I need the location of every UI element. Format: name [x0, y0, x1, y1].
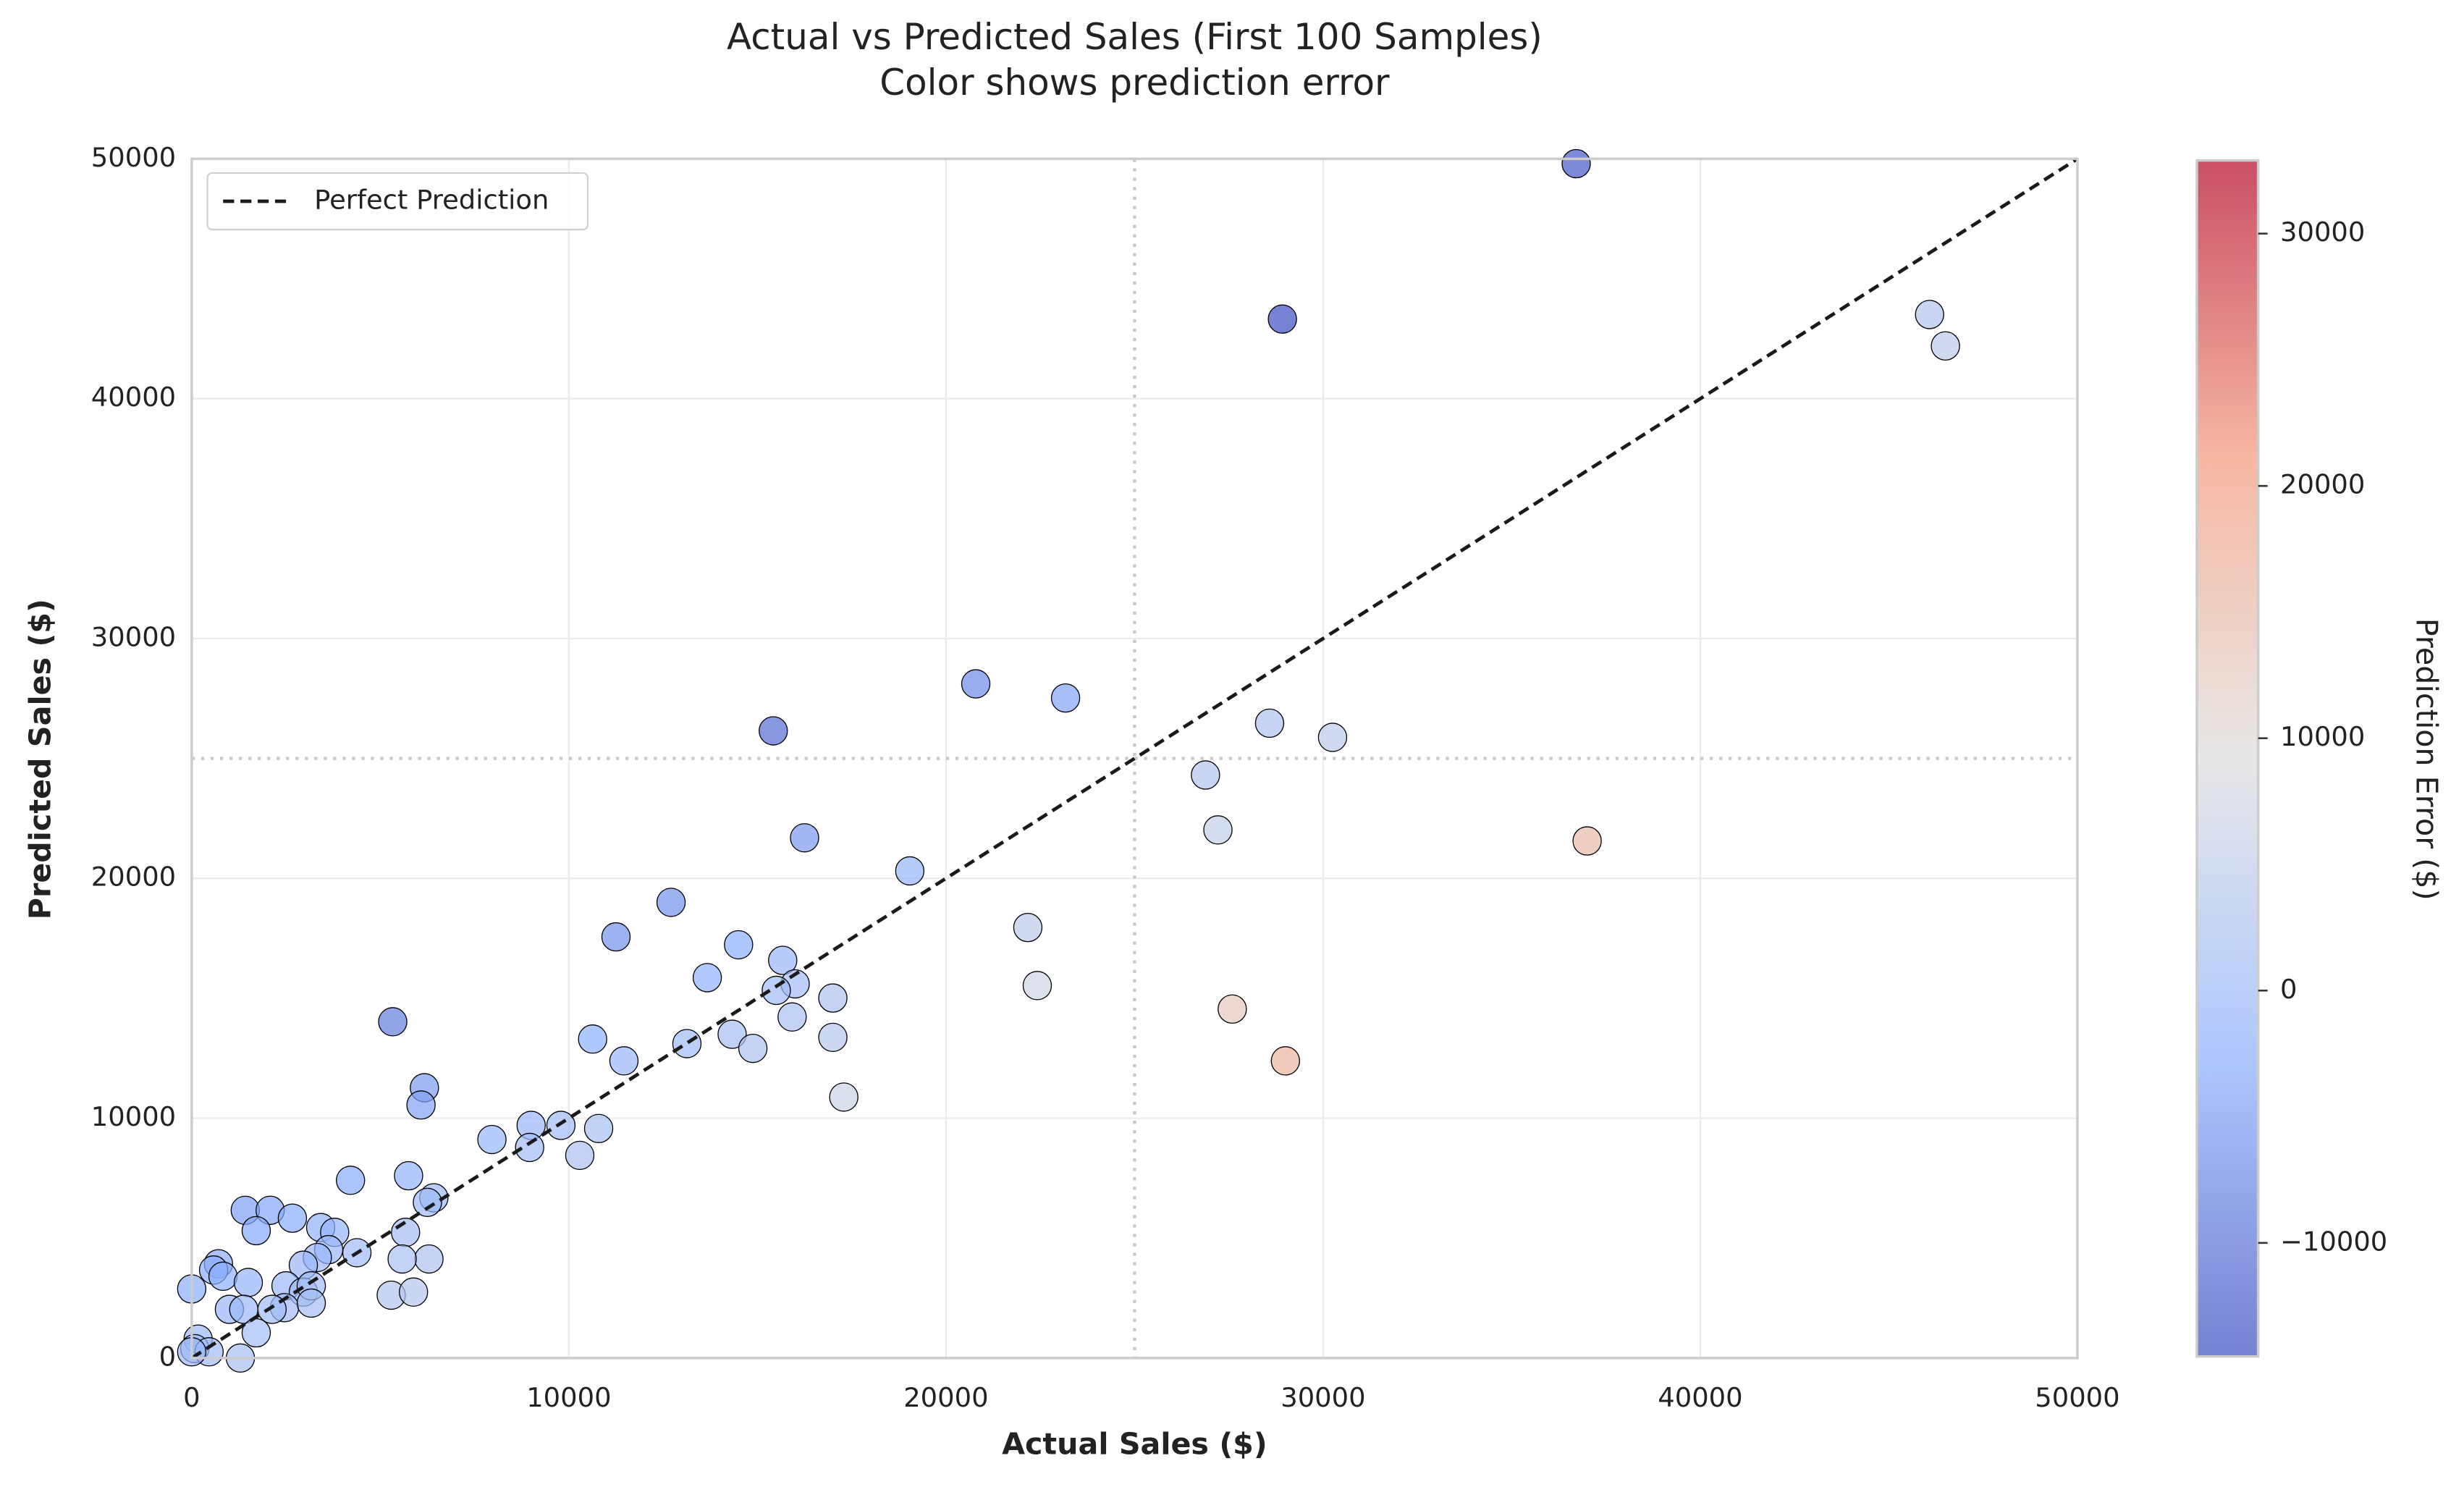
point	[241, 1216, 271, 1246]
point	[717, 1019, 747, 1049]
x-tick-label: 0	[183, 1382, 200, 1413]
y-tick-label: 40000	[91, 382, 176, 413]
colorbar-tick-label: 20000	[2280, 469, 2365, 500]
y-tick-label: 30000	[91, 621, 176, 652]
point	[818, 983, 848, 1013]
point	[546, 1111, 576, 1140]
point	[601, 922, 631, 952]
point	[1931, 331, 1960, 361]
point	[1561, 148, 1591, 179]
point	[394, 1160, 423, 1191]
point	[1317, 723, 1348, 752]
x-tick-label: 50000	[2035, 1382, 2119, 1413]
point	[1572, 826, 1602, 856]
point	[961, 669, 991, 699]
points	[177, 148, 1960, 1373]
point	[336, 1166, 366, 1195]
point	[738, 1033, 768, 1063]
y-tick-label: 10000	[91, 1101, 176, 1132]
point	[477, 1124, 507, 1155]
point	[818, 1022, 848, 1053]
legend-box	[206, 172, 589, 231]
point	[406, 1090, 436, 1120]
plot-frame	[190, 157, 2079, 1360]
point	[1050, 683, 1081, 713]
point	[565, 1140, 595, 1171]
point	[208, 1261, 238, 1292]
x-tick-label: 10000	[526, 1382, 611, 1413]
point	[413, 1187, 442, 1218]
x-axis-label: Actual Sales ($)	[1002, 1426, 1267, 1461]
point	[761, 975, 791, 1006]
point	[609, 1046, 639, 1076]
point	[257, 1294, 287, 1324]
chart-title: Actual vs Predicted Sales (First 100 Sam…	[727, 16, 1543, 58]
point	[895, 856, 925, 886]
legend-label: Perfect Prediction	[314, 185, 549, 216]
point	[1267, 304, 1297, 334]
point	[391, 1218, 421, 1247]
point	[672, 1029, 702, 1058]
point	[277, 1203, 308, 1233]
point	[759, 716, 788, 746]
point	[768, 945, 798, 975]
colorbar-label: Prediction Error ($)	[2410, 618, 2444, 901]
point	[583, 1113, 614, 1143]
y-tick-label: 0	[159, 1341, 176, 1372]
perfect-prediction-line	[190, 157, 2079, 1360]
colorbar	[2195, 159, 2260, 1358]
point	[1191, 760, 1220, 790]
point	[233, 1268, 263, 1297]
y-axis-label: Predicted Sales ($)	[23, 599, 58, 919]
point	[829, 1082, 858, 1112]
point	[724, 930, 754, 960]
point	[241, 1318, 271, 1348]
point	[1203, 815, 1233, 845]
point	[790, 823, 819, 853]
point	[1013, 912, 1043, 943]
point	[414, 1244, 444, 1274]
point	[656, 888, 686, 917]
point	[777, 1002, 807, 1032]
point	[387, 1244, 417, 1274]
point	[378, 1007, 408, 1037]
y-tick-label: 20000	[91, 862, 176, 893]
colorbar-tick-label: −10000	[2280, 1226, 2387, 1257]
x-tick-label: 30000	[1280, 1382, 1365, 1413]
point	[692, 963, 722, 993]
point	[399, 1277, 429, 1307]
x-tick-label: 20000	[903, 1382, 988, 1413]
x-tick-label: 40000	[1658, 1382, 1742, 1413]
colorbar-tick-label: 0	[2280, 974, 2297, 1005]
colorbar-tick-label: 10000	[2280, 721, 2365, 752]
point	[1254, 708, 1285, 738]
point	[1022, 971, 1052, 1001]
y-tick-label: 50000	[91, 142, 176, 173]
point	[1218, 994, 1247, 1024]
point	[578, 1024, 607, 1054]
point	[1915, 300, 1944, 329]
colorbar-tick-label: 30000	[2280, 216, 2365, 248]
point	[1270, 1046, 1301, 1076]
chart-subtitle: Color shows prediction error	[879, 62, 1390, 104]
point	[296, 1288, 326, 1318]
